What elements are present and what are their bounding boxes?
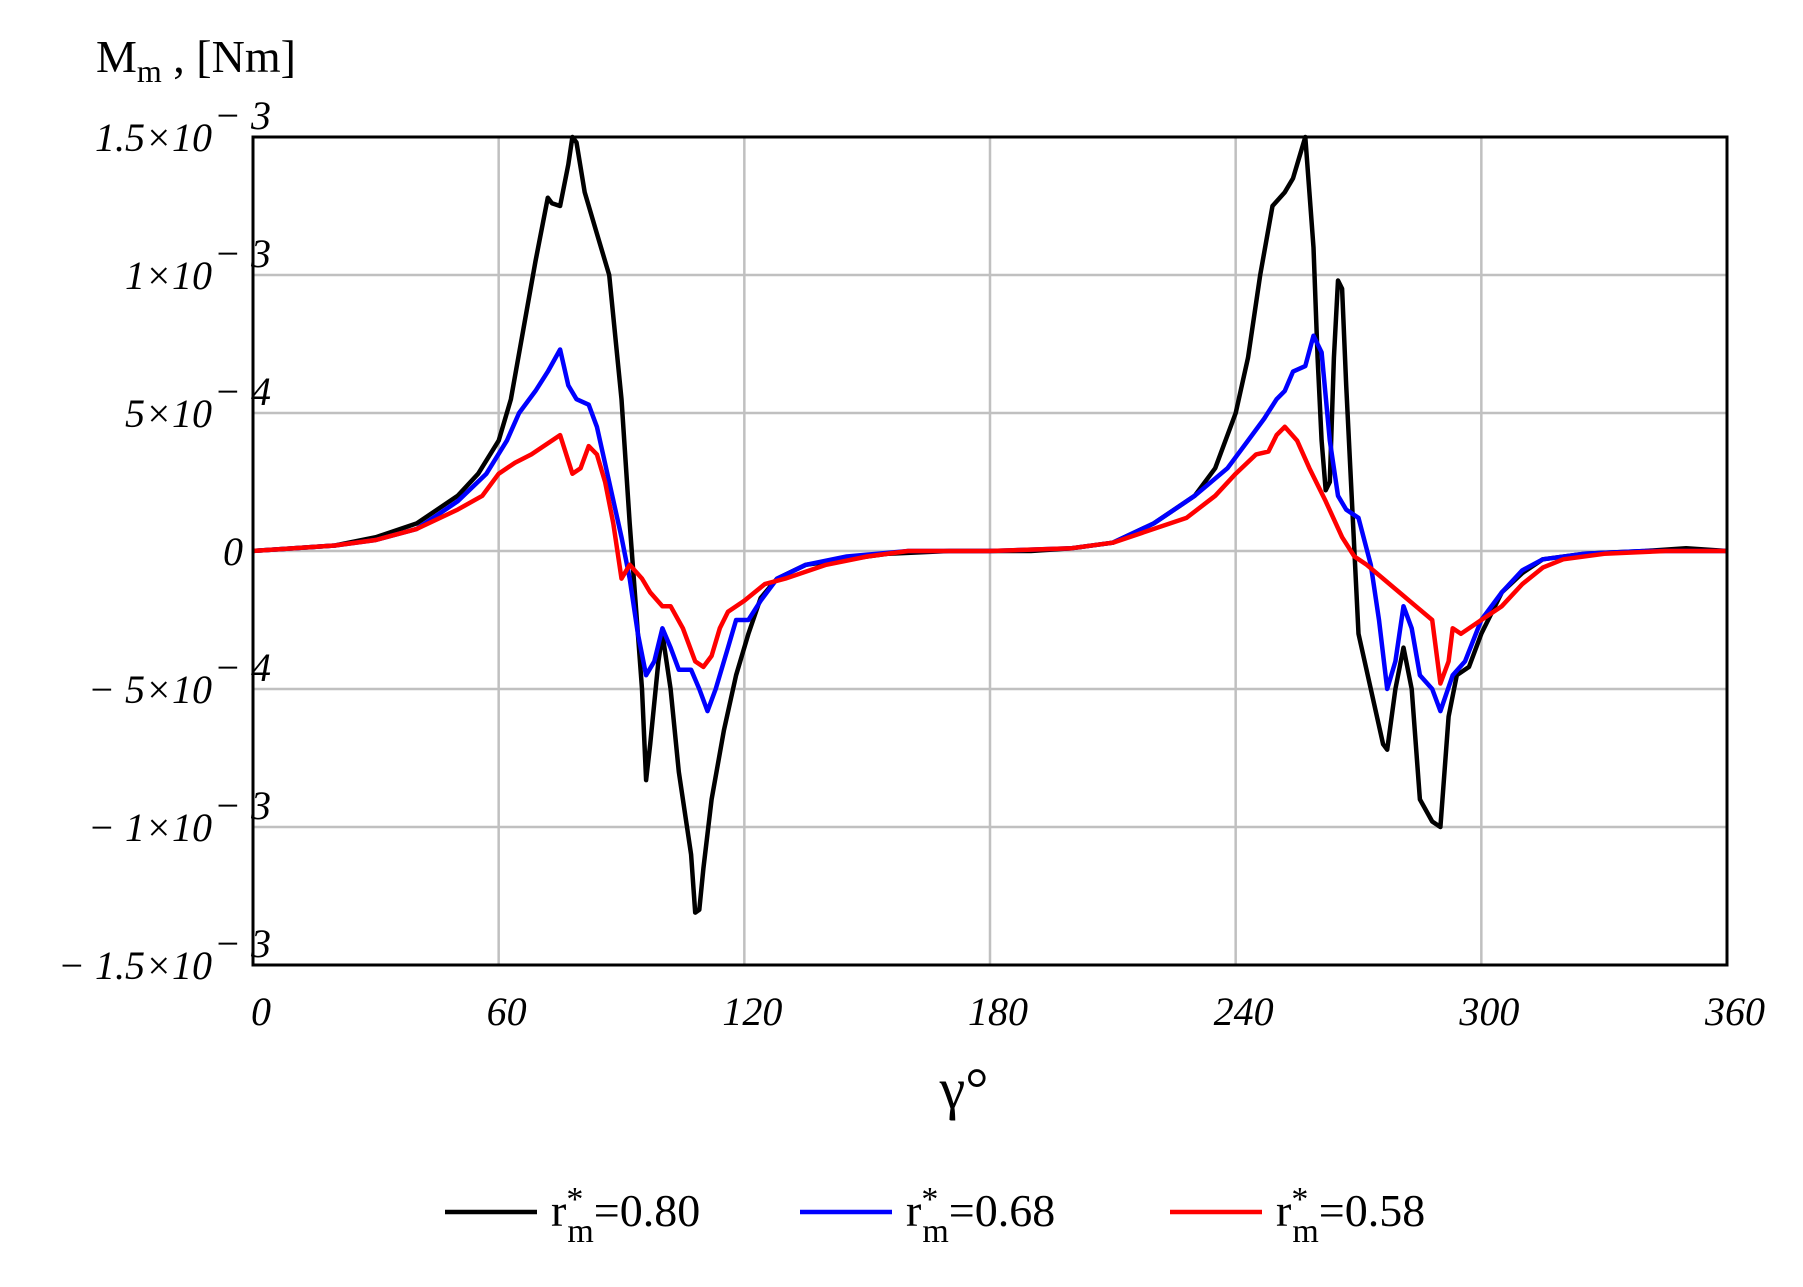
legend-item: r* m=0.58 [1170,1181,1425,1250]
x-tick-label: 360 [1704,989,1765,1034]
y-tick-label: 1.5×10 [95,115,212,160]
series-lines [252,134,1728,915]
y-tick-label: − 5×10 [88,667,212,712]
legend-label-value: =0.58 [1319,1185,1425,1236]
x-tick-label: 60 [487,989,527,1034]
y-tick-exponent: − 3 [214,231,271,276]
legend-label-sub: m [1292,1213,1318,1250]
y-tick-exponent: − 3 [214,93,271,138]
legend-label-base: r [906,1185,921,1236]
legend-label-base: r [551,1185,566,1236]
y-tick-label: − 1×10 [88,805,212,850]
x-tick-label: 0 [251,989,271,1034]
y-tick-exponent: − 4 [214,369,271,414]
x-tick-label: 300 [1458,989,1519,1034]
grid-lines [253,137,1727,965]
legend-label-sup: * [566,1181,583,1218]
y-tick-exponent: − 3 [214,921,271,966]
legend-label-sup: * [921,1181,938,1218]
x-tick-label: 240 [1214,989,1274,1034]
legend-item: r* m=0.68 [800,1181,1055,1250]
legend-label-sub: m [922,1213,948,1250]
legend-label: r* m=0.58 [1276,1181,1425,1250]
y-tick-label: 1×10 [125,253,212,298]
legend-item: r* m=0.80 [445,1181,700,1250]
legend-label: r* m=0.80 [551,1181,700,1250]
legend-label: r* m=0.68 [906,1181,1055,1250]
y-axis-label: Mm , [Nm] [96,31,296,89]
y-tick-label: − 1.5×10 [58,943,212,988]
legend-label-value: =0.68 [949,1185,1055,1236]
y-tick-exponent: − 3 [214,783,271,828]
legend-label-sub: m [567,1213,593,1250]
x-tick-label: 120 [722,989,782,1034]
series-line-3 [252,424,1727,686]
x-tick-label: 180 [968,989,1028,1034]
y-tick-exponent: − 4 [214,645,271,690]
y-axis-label-rest: , [Nm] [162,31,296,82]
x-axis-label: γ° [939,1056,989,1121]
legend-label-base: r [1276,1185,1291,1236]
y-tick-label: 0 [223,529,243,574]
y-tick-labels: 1.5×10− 31×10− 35×10− 40− 5×10− 4− 1×10−… [58,93,271,988]
legend-label-sup: * [1291,1181,1308,1218]
y-axis-label-sub: m [137,53,162,89]
legend: r* m=0.80 r* m=0.68 r* m=0.58 [445,1181,1425,1250]
legend-label-value: =0.80 [594,1185,700,1236]
y-axis-label-main: M [96,31,137,82]
x-tick-labels: 0 60 120 180 240 300 360 [251,989,1765,1034]
plot-frame [251,135,1729,967]
y-tick-label: 5×10 [125,391,212,436]
